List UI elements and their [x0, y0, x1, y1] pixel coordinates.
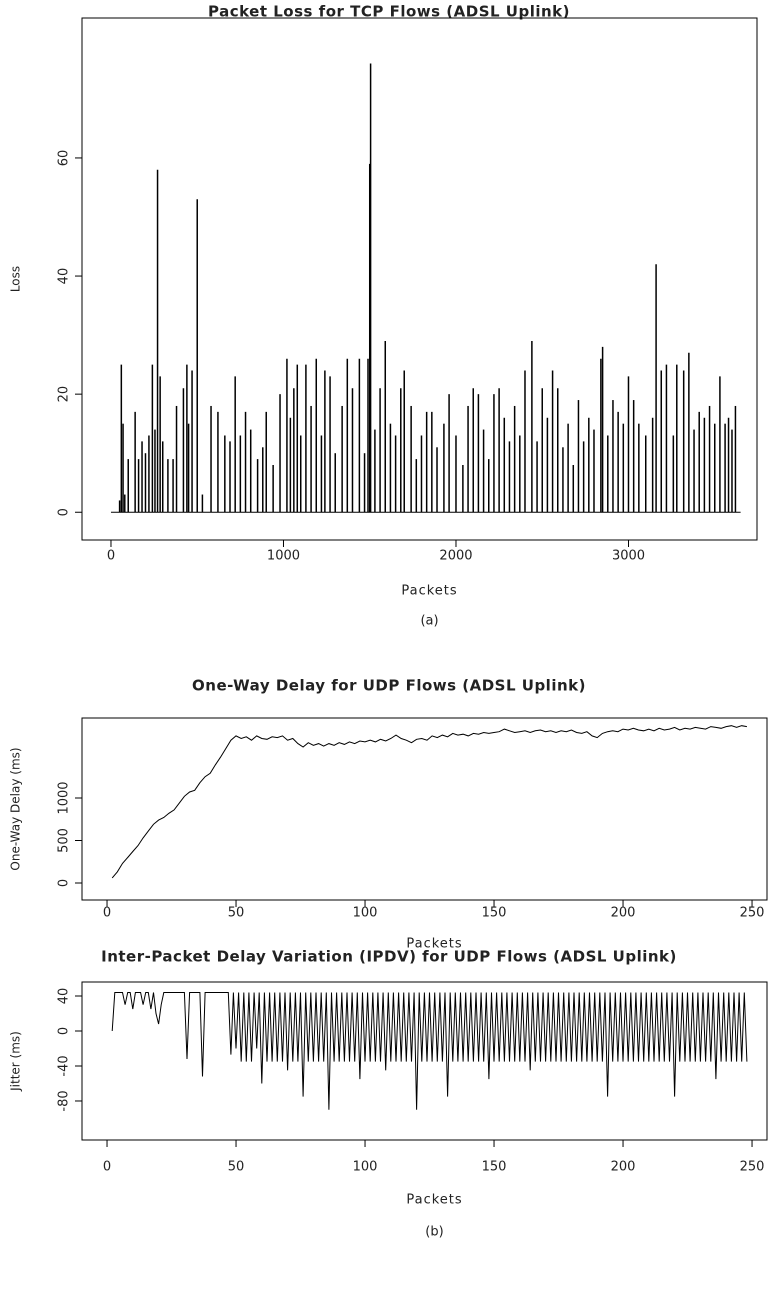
x-tick-label: 150: [482, 1160, 507, 1175]
y-axis-label: Loss: [9, 266, 23, 292]
x-tick-label: 0: [107, 549, 115, 564]
x-tick-label: 100: [353, 1160, 378, 1175]
caption: (b): [425, 1225, 443, 1240]
y-tick-label: 0: [57, 879, 72, 887]
y-tick-label: 40: [57, 268, 72, 285]
y-axis-label: Jitter (ms): [9, 1031, 23, 1092]
x-axis-label: Packets: [406, 937, 462, 952]
x-tick-label: 1000: [267, 549, 300, 564]
x-axis-label: Packets: [406, 1193, 462, 1208]
caption: (a): [420, 614, 438, 629]
data-line: [111, 992, 748, 1110]
chart-title: One-Way Delay for UDP Flows (ADSL Uplink…: [192, 677, 586, 695]
y-tick-label: -40: [57, 1055, 72, 1076]
y-tick-label: -80: [57, 1090, 72, 1111]
data-line: [111, 725, 747, 879]
y-tick-label: 20: [57, 386, 72, 403]
x-tick-label: 0: [103, 906, 111, 921]
x-tick-label: 200: [611, 1160, 636, 1175]
x-tick-label: 150: [482, 906, 507, 921]
x-tick-label: 250: [740, 1160, 765, 1175]
x-tick-label: 100: [353, 906, 378, 921]
y-tick-label: 0: [57, 1027, 72, 1035]
x-tick-label: 50: [228, 906, 245, 921]
plot-frame: [81, 717, 768, 901]
y-tick-label: 40: [57, 988, 72, 1005]
y-tick-label: 60: [57, 150, 72, 167]
x-tick-label: 200: [611, 906, 636, 921]
chart-title: Inter-Packet Delay Variation (IPDV) for …: [101, 948, 677, 966]
chart-title: Packet Loss for TCP Flows (ADSL Uplink): [208, 3, 570, 21]
y-tick-label: 1000: [57, 781, 72, 814]
x-tick-label: 3000: [612, 549, 645, 564]
y-axis-label: One-Way Delay (ms): [9, 747, 23, 870]
x-axis-label: Packets: [401, 584, 457, 599]
x-tick-label: 250: [740, 906, 765, 921]
x-tick-label: 2000: [439, 549, 472, 564]
y-tick-label: 0: [57, 508, 72, 516]
x-tick-label: 0: [103, 1160, 111, 1175]
x-tick-label: 50: [228, 1160, 245, 1175]
y-tick-label: 500: [57, 828, 72, 853]
